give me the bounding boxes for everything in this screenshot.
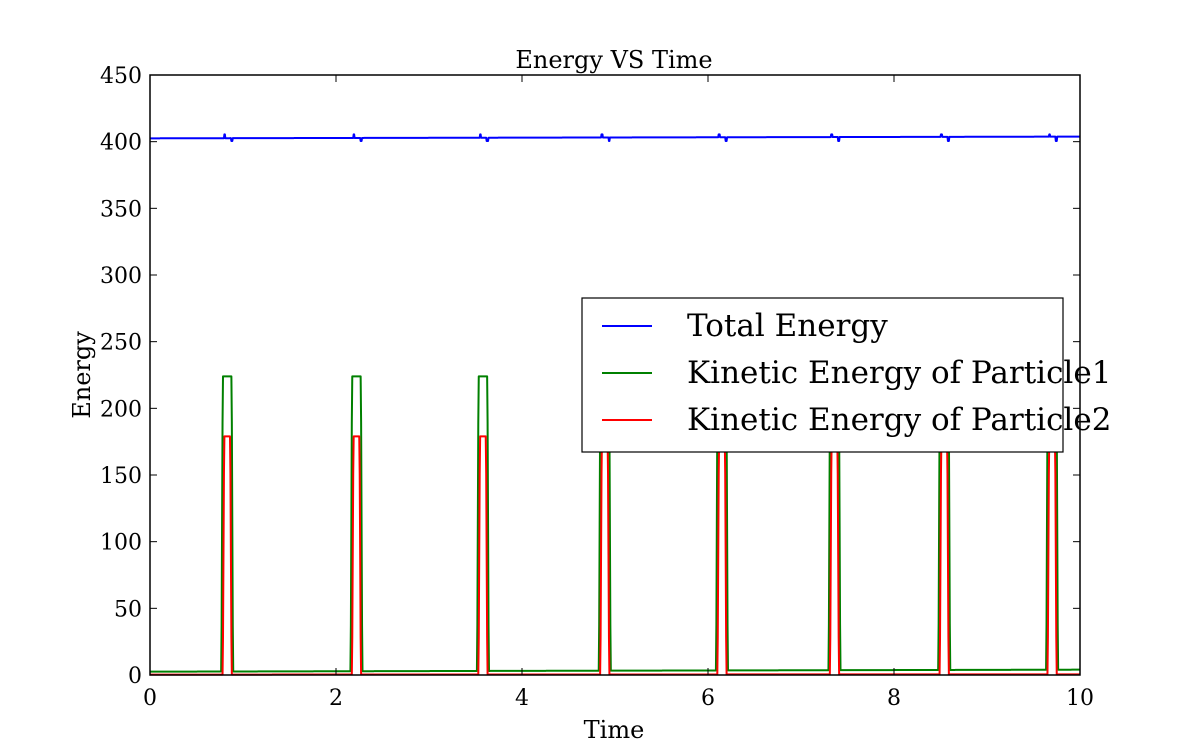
legend-box <box>581 297 1064 453</box>
y-tick-label: 250 <box>100 331 142 356</box>
y-tick-label: 100 <box>100 531 142 556</box>
y-tick-label: 50 <box>114 597 142 622</box>
series-line-1 <box>149 375 1081 673</box>
y-tick-label: 150 <box>100 464 142 489</box>
legend-entry-label: Kinetic Energy of Particle2 <box>687 402 1111 438</box>
x-tick-label: 2 <box>329 686 343 711</box>
x-tick-label: 0 <box>143 686 157 711</box>
x-axis-label: Time <box>584 716 645 744</box>
y-tick-label: 0 <box>128 664 142 689</box>
x-tick-label: 10 <box>1066 686 1094 711</box>
y-tick-label: 200 <box>100 397 142 422</box>
x-tick-label: 6 <box>701 686 715 711</box>
chart-title: Energy VS Time <box>515 46 712 74</box>
y-tick-label: 350 <box>100 197 142 222</box>
plot-frame <box>149 74 1081 676</box>
y-tick-label: 300 <box>100 264 142 289</box>
legend: Total Energy Kinetic Energy of Particle1 K… <box>581 297 1111 453</box>
y-axis-label: Energy <box>68 331 96 419</box>
legend-entry-label: Total Energy <box>687 308 888 344</box>
y-tick-label: 400 <box>100 131 142 156</box>
x-tick-label: 4 <box>515 686 529 711</box>
x-tick-label: 8 <box>887 686 901 711</box>
series-line-0 <box>149 133 1081 142</box>
y-tick-label: 450 <box>100 64 142 89</box>
legend-entry-label: Kinetic Energy of Particle1 <box>687 355 1111 391</box>
